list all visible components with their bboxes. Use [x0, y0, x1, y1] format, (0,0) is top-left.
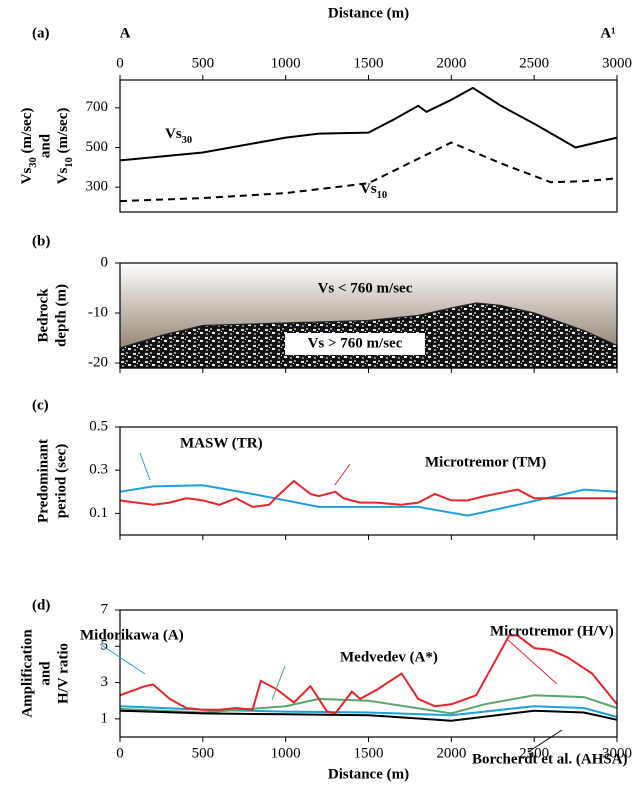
y-axis-label: Bedrock [35, 288, 51, 343]
y-tick-label: 0.5 [89, 418, 108, 434]
y-axis-label: depth (m) [53, 284, 69, 347]
y-tick-label: 3 [101, 674, 109, 690]
y-axis-label: Vs30 (m/sec) [19, 108, 38, 185]
series-line [120, 485, 617, 515]
series-label: Microtremor (H/V) [490, 623, 614, 639]
y-axis-label: and [37, 133, 53, 158]
y-tick-label: 500 [86, 139, 109, 155]
leader-line [100, 644, 145, 674]
series-label: Midorikawa (A) [80, 627, 184, 643]
y-tick-label: -10 [88, 304, 108, 320]
leader-line [335, 464, 350, 485]
series-label: Microtremor (TM) [425, 454, 546, 470]
panel-label: (b) [32, 233, 50, 249]
series-label: Borcherdt et al. (AHSA) [472, 751, 628, 767]
annotation: Vs < 760 m/sec [318, 280, 413, 296]
point-label: A¹ [600, 25, 615, 41]
panel-label: (a) [32, 25, 50, 41]
y-tick-label: -20 [88, 354, 108, 370]
x-tick-label: 0 [116, 55, 124, 71]
x-tick-label: 2000 [436, 745, 466, 761]
y-tick-label: 700 [86, 99, 109, 115]
x-axis-label: Distance (m) [328, 5, 409, 21]
series-label: Vs10 [360, 181, 387, 200]
panel-label: (c) [32, 397, 49, 413]
point-label: A [120, 25, 131, 41]
x-tick-label: 1000 [271, 745, 301, 761]
x-tick-label: 500 [192, 745, 215, 761]
y-tick-label: 1 [101, 710, 109, 726]
x-tick-label: 500 [192, 55, 215, 71]
y-axis-label: Predominant [35, 439, 51, 523]
series-label: MASW (TR) [180, 435, 263, 451]
series-label: Vs30 [165, 126, 192, 145]
x-tick-label: 1500 [354, 55, 384, 71]
x-tick-label: 3000 [602, 55, 632, 71]
y-tick-label: 0.1 [89, 505, 108, 521]
y-axis-label: and [37, 661, 53, 686]
x-tick-label: 0 [116, 745, 124, 761]
y-axis-label: Amplification [19, 629, 35, 718]
x-tick-label: 2000 [436, 55, 466, 71]
y-tick-label: 0.3 [89, 462, 108, 478]
leader-line [140, 453, 150, 480]
annotation: Vs > 760 m/sec [308, 335, 403, 351]
x-tick-label: 1500 [354, 745, 384, 761]
y-axis-label: H/V ratio [55, 643, 71, 704]
figure: (a)AA¹Vs30 (m/sec)andVs10 (m/sec)3005007… [0, 0, 632, 787]
x-axis-label: Distance (m) [328, 766, 409, 782]
y-tick-label: 300 [86, 179, 109, 195]
x-tick-label: 1000 [271, 55, 301, 71]
series-line [120, 88, 617, 160]
x-tick-label: 2500 [519, 55, 549, 71]
y-axis-label: period (sec) [53, 444, 69, 519]
y-tick-label: 0 [101, 254, 109, 270]
series-label: Medvedev (A*) [340, 649, 438, 665]
panel-label: (d) [32, 597, 50, 613]
y-tick-label: 7 [101, 601, 109, 617]
y-axis-label: Vs10 (m/sec) [55, 108, 74, 185]
